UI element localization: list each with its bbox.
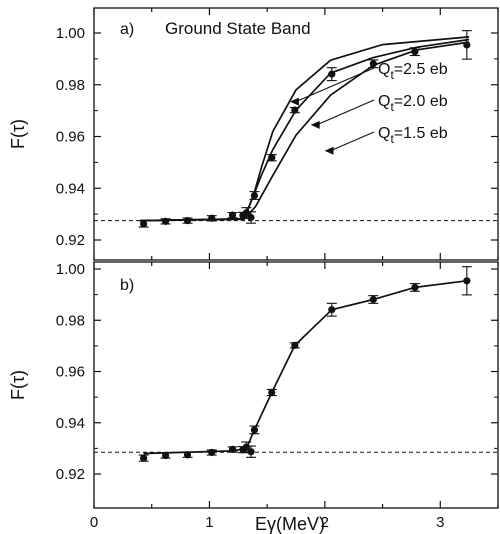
x-tick-label: 3 [436, 514, 444, 531]
curve-label-name: Q [378, 61, 390, 78]
y-tick-label: 0.92 [56, 232, 85, 249]
arrow-line [295, 67, 375, 103]
data-point [228, 211, 237, 219]
data-point [369, 60, 377, 68]
curve-label-value: =2.0 eb [394, 93, 448, 110]
y-tick-label: 0.94 [56, 180, 85, 197]
y-tick-label: 0.98 [56, 312, 85, 329]
data-point [463, 277, 471, 285]
panel-b: 0.92 0.94 0.96 0.98 1.00 0 1 2 3 b) F(τ) Eγ(MeV) [8, 261, 499, 534]
data-point [369, 295, 377, 304]
curve-label-1: Qt=2.0 eb [378, 93, 448, 114]
data-point [291, 106, 299, 114]
curve-label-name: Q [378, 93, 390, 110]
arrow-line [316, 99, 375, 126]
arrow-line [330, 131, 375, 152]
data-point [208, 214, 216, 222]
data-point [161, 217, 170, 225]
data-point [463, 41, 471, 49]
y-axis-label: F(τ) [8, 370, 28, 400]
curve-label-subscript: t [390, 100, 394, 114]
arrow-head [324, 146, 334, 155]
data-point [250, 191, 259, 200]
data-point [250, 426, 259, 434]
y-axis-label: F(τ) [8, 119, 28, 149]
data-point [247, 448, 255, 456]
curve-label-0: Qt=2.5 eb [378, 61, 448, 82]
plot-frame [93, 261, 499, 509]
data-point [161, 451, 170, 460]
curve-label-value: =1.5 eb [394, 125, 448, 142]
curve-label-subscript: t [390, 132, 394, 146]
y-tick-label: 0.96 [56, 129, 85, 146]
curve-label-subscript: t [390, 68, 394, 82]
panel-label: b) [120, 277, 134, 294]
data-point [291, 341, 299, 349]
x-tick-label: 0 [90, 514, 98, 531]
arrow-head [310, 120, 320, 129]
y-tick-label: 0.96 [56, 364, 85, 381]
curve-label-value: =2.5 eb [394, 61, 448, 78]
y-tick-label: 0.92 [56, 466, 85, 483]
x-tick-label: 2 [321, 514, 329, 531]
data-point [140, 220, 148, 228]
x-axis-label: Eγ(MeV) [255, 514, 325, 534]
data-point [411, 283, 419, 292]
panel-a: 0.92 0.94 0.96 0.98 1.00 a) Ground State Band F… [8, 7, 499, 261]
data-point [183, 451, 192, 459]
curve-label-2: Qt=1.5 eb [378, 125, 448, 146]
x-tick-label: 1 [205, 514, 213, 531]
data-point [242, 443, 250, 451]
data-point [242, 209, 250, 217]
arrow-head [289, 97, 299, 106]
y-tick-label: 1.00 [56, 25, 85, 42]
data-point [328, 306, 336, 314]
y-tick-label: 1.00 [56, 261, 85, 278]
data-point [140, 454, 148, 462]
data-point [268, 388, 276, 397]
y-tick-label: 0.94 [56, 415, 85, 432]
data-point [411, 48, 419, 56]
data-point [247, 213, 255, 222]
data-point [183, 216, 192, 225]
data-point [268, 154, 276, 162]
data-point [328, 70, 336, 78]
y-tick-label: 0.98 [56, 77, 85, 94]
band-title: Ground State Band [165, 19, 311, 38]
curve-label-name: Q [378, 125, 390, 142]
panel-label: a) [120, 21, 134, 38]
data-point [208, 448, 216, 457]
data-point [228, 445, 237, 453]
